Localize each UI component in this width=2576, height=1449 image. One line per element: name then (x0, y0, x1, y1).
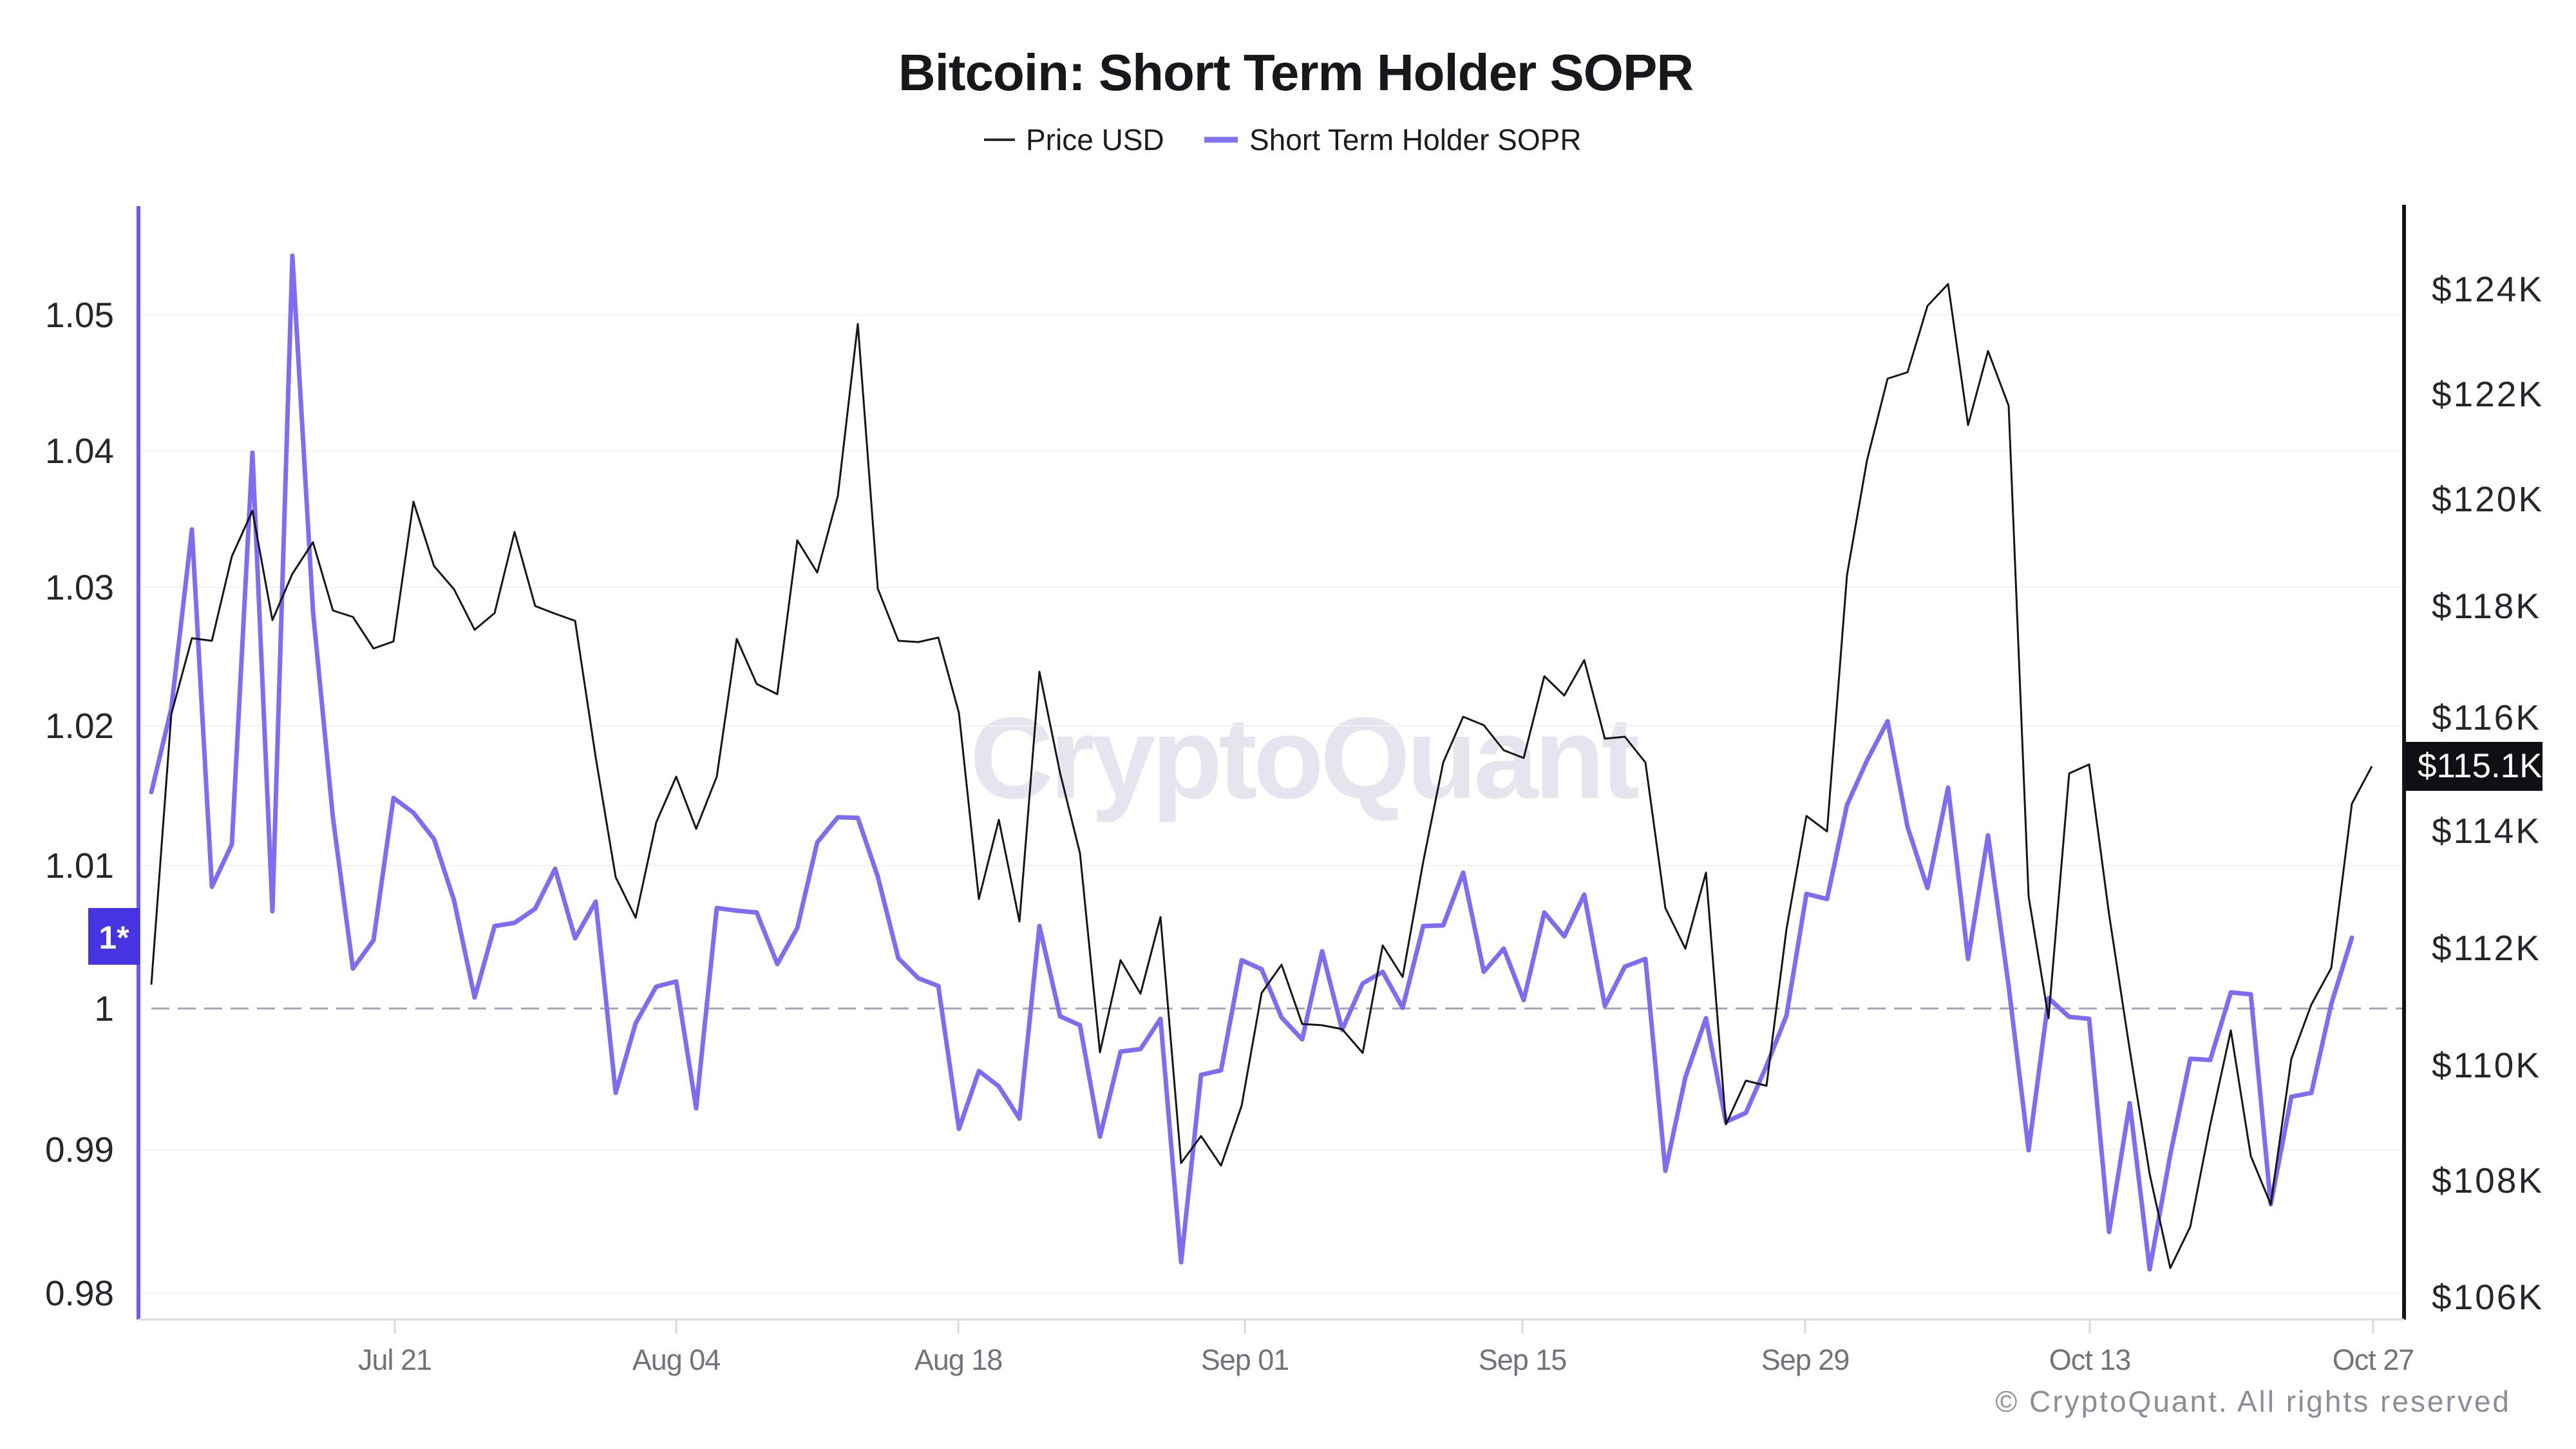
svg-text:$115.1K: $115.1K (2418, 747, 2543, 785)
svg-text:Sep 01: Sep 01 (1201, 1343, 1289, 1376)
svg-text:$110K: $110K (2432, 1045, 2541, 1085)
svg-text:0.99: 0.99 (45, 1130, 114, 1170)
svg-text:1.03: 1.03 (45, 567, 114, 607)
svg-text:$122K: $122K (2432, 374, 2544, 414)
svg-text:Aug 18: Aug 18 (914, 1343, 1003, 1376)
svg-text:0.98: 0.98 (45, 1273, 114, 1313)
svg-text:Short Term Holder SOPR: Short Term Holder SOPR (1249, 123, 1582, 156)
svg-text:1.01: 1.01 (45, 846, 114, 886)
svg-text:1*: 1* (99, 920, 129, 956)
svg-text:$106K: $106K (2432, 1277, 2544, 1317)
svg-text:$114K: $114K (2432, 811, 2541, 851)
svg-text:Price USD: Price USD (1026, 123, 1164, 156)
svg-text:$124K: $124K (2432, 269, 2544, 309)
svg-text:Oct 13: Oct 13 (2049, 1343, 2131, 1376)
svg-text:Oct 27: Oct 27 (2333, 1343, 2414, 1376)
svg-text:1.04: 1.04 (45, 431, 114, 471)
svg-text:1.02: 1.02 (45, 706, 114, 746)
svg-text:Sep 15: Sep 15 (1479, 1343, 1567, 1376)
svg-text:1.05: 1.05 (45, 295, 114, 335)
svg-text:Sep 29: Sep 29 (1761, 1343, 1850, 1376)
svg-text:Bitcoin: Short Term Holder SOP: Bitcoin: Short Term Holder SOPR (898, 44, 1694, 101)
svg-text:© CryptoQuant. All rights rese: © CryptoQuant. All rights reserved (1995, 1385, 2511, 1418)
svg-text:Jul 21: Jul 21 (358, 1343, 431, 1376)
svg-text:CryptoQuant: CryptoQuant (970, 694, 1638, 823)
svg-text:$112K: $112K (2432, 928, 2541, 968)
svg-text:$116K: $116K (2432, 697, 2541, 737)
svg-text:$108K: $108K (2432, 1160, 2544, 1200)
svg-text:$118K: $118K (2432, 586, 2541, 626)
svg-text:1: 1 (94, 989, 114, 1028)
svg-text:$120K: $120K (2432, 479, 2544, 519)
svg-text:Aug 04: Aug 04 (632, 1343, 721, 1376)
